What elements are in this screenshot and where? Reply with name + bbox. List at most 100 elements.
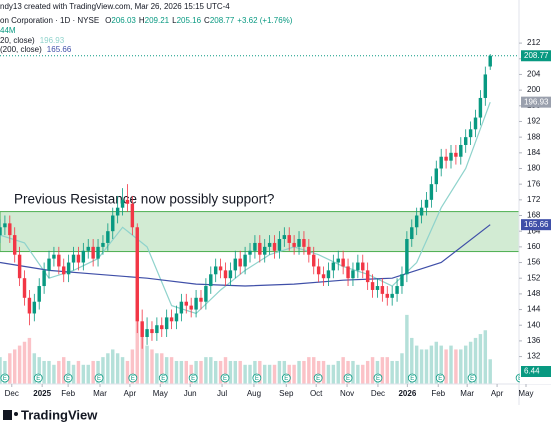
volume-bar	[336, 360, 340, 384]
candle-body	[125, 199, 130, 204]
candle-body	[356, 262, 360, 271]
event-label: E	[438, 376, 442, 382]
event-circle	[33, 373, 43, 383]
volume-bar	[380, 357, 385, 384]
candle-body	[258, 242, 262, 255]
y-tick-label: 132	[527, 352, 541, 361]
volume-bar	[27, 337, 32, 384]
ohlc-value: 209.21	[145, 16, 170, 25]
volume-bar	[164, 357, 169, 384]
x-tick-label: Nov	[340, 389, 354, 398]
candle-body	[454, 152, 458, 157]
volume-bar	[410, 337, 414, 384]
candle-body	[179, 301, 184, 314]
volume-bar	[312, 357, 316, 384]
volume-bar	[370, 357, 375, 384]
volume-bar	[194, 360, 198, 384]
volume-bar	[115, 353, 120, 384]
y-tick-label: 136	[527, 336, 541, 345]
candle-body	[37, 286, 41, 302]
event-circle	[220, 373, 230, 383]
x-tick-label: 2025	[33, 389, 51, 398]
event-marker: E	[435, 373, 445, 383]
candle-body	[135, 227, 139, 322]
volume-bar	[22, 341, 27, 384]
header-volume: 44M	[0, 26, 16, 35]
candle-body	[307, 246, 311, 255]
event-marker: E	[0, 373, 10, 383]
volume-bar	[57, 360, 61, 384]
candle-body	[459, 144, 463, 157]
change: +3.62 (+1.76%)	[237, 16, 292, 25]
candle-body	[209, 274, 213, 287]
candle-body	[62, 266, 66, 275]
event-label: E	[191, 376, 195, 382]
candle-body	[405, 239, 409, 275]
volume-bar	[341, 357, 345, 384]
volume-bar	[169, 357, 174, 384]
candle-body	[380, 286, 385, 294]
volume-bar	[361, 364, 365, 384]
candle-body	[3, 223, 7, 228]
volume-bar	[130, 349, 135, 384]
event-marker: E	[281, 373, 291, 383]
volume-bar	[160, 353, 164, 384]
volume-bar	[434, 341, 439, 384]
candle-body	[22, 278, 27, 298]
candle-body	[160, 325, 164, 330]
event-marker: E	[63, 373, 73, 383]
x-tick-label: Aug	[247, 389, 261, 398]
volume-bar	[213, 360, 218, 384]
candle-body	[414, 215, 419, 228]
candle-body	[463, 137, 468, 145]
candle-body	[140, 321, 144, 337]
ohlc-key: H	[139, 16, 145, 25]
candle-body	[42, 270, 46, 287]
header-ma-long: (200, close) 165.66	[0, 45, 72, 54]
y-tick-label: 212	[527, 38, 541, 47]
volume-bar	[429, 345, 434, 384]
y-tick-label: 172	[527, 195, 541, 204]
volume-bar	[331, 364, 336, 384]
volume-last-label: 6.44	[524, 367, 540, 376]
volume-bar	[463, 345, 468, 384]
candle-body	[478, 97, 483, 118]
volume-bar	[351, 360, 355, 384]
event-label: E	[223, 376, 227, 382]
ohlc-value: 205.16	[177, 16, 202, 25]
candle-body	[115, 207, 120, 216]
candle-body	[12, 235, 17, 255]
ohlc-value: 206.03	[111, 16, 136, 25]
volume-bar	[473, 337, 478, 384]
y-tick-label: 200	[527, 85, 541, 94]
event-marker: E	[188, 373, 198, 383]
ma-long-price-box	[521, 219, 551, 231]
header-credit: ndy13 created with TradingView.com, Mar …	[0, 2, 230, 11]
event-marker: E	[158, 373, 168, 383]
volume-bar	[62, 357, 66, 384]
volume-bar	[316, 360, 321, 384]
volume-bar	[272, 364, 277, 384]
candle-body	[101, 242, 105, 247]
candle-body	[130, 203, 135, 228]
candle-body	[316, 266, 321, 275]
volume-bar	[42, 360, 46, 384]
volume-bar	[321, 360, 326, 384]
event-circle	[252, 373, 262, 383]
x-tick-label: Feb	[431, 389, 445, 398]
candle-body	[267, 242, 272, 247]
volume-bar	[258, 360, 262, 384]
candle-body	[223, 270, 228, 279]
volume-bar	[37, 357, 41, 384]
event-circle	[313, 373, 323, 383]
x-tick-label: Jul	[217, 389, 227, 398]
candle-body	[361, 262, 365, 271]
candle-body	[488, 55, 492, 67]
event-label: E	[3, 376, 7, 382]
candle-body	[189, 305, 193, 310]
y-tick-label: 180	[527, 164, 541, 173]
candle-body	[57, 254, 61, 267]
candle-body	[365, 270, 370, 283]
candle-body	[106, 231, 110, 243]
